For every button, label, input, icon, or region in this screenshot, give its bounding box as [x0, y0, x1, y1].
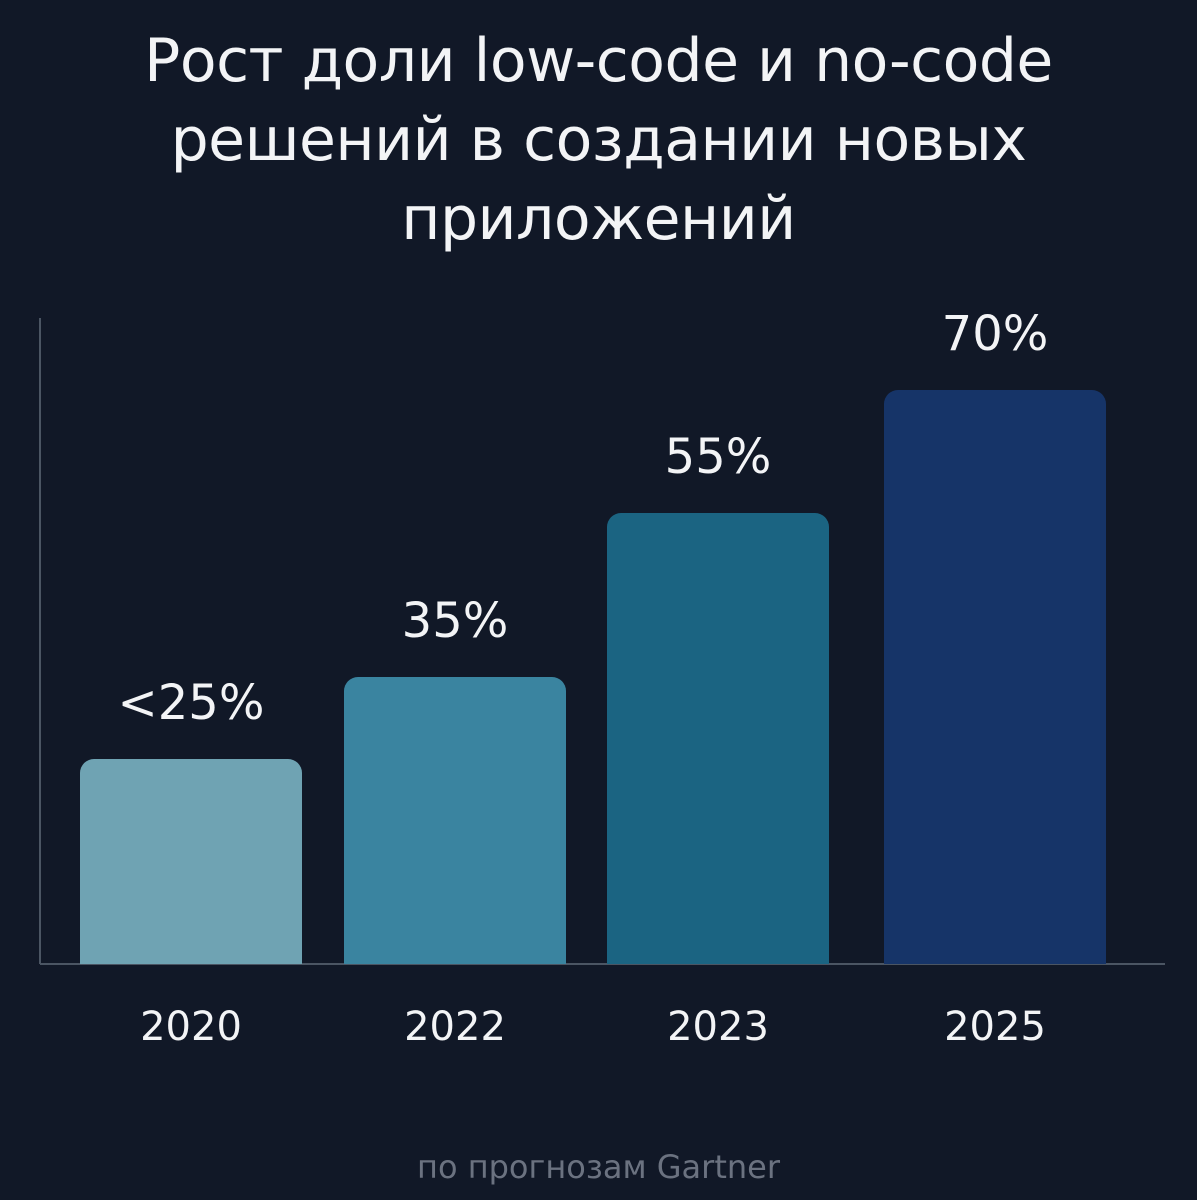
x-tick-label-2020: 2020 — [140, 1004, 242, 1050]
value-labels-group: <25% 35% 55% 70% — [118, 306, 1049, 731]
chart-title-line-1: Рост доли low-code и no-code — [144, 26, 1053, 96]
value-label-2020: <25% — [118, 675, 265, 731]
x-tick-labels-group: 2020 2022 2023 2025 — [140, 1004, 1046, 1050]
bar-2025 — [884, 390, 1106, 964]
bar-2023 — [607, 513, 829, 964]
bar-base-2022 — [344, 948, 566, 964]
bar-base-2025 — [884, 948, 1106, 964]
x-tick-label-2022: 2022 — [404, 1004, 506, 1050]
x-tick-label-2025: 2025 — [944, 1004, 1046, 1050]
value-label-2025: 70% — [942, 306, 1049, 362]
bar-2020 — [80, 759, 302, 964]
chart-title-line-3: приложений — [401, 184, 796, 254]
value-label-2022: 35% — [402, 593, 509, 649]
bars-group — [80, 390, 1106, 964]
source-caption: по прогнозам Gartner — [417, 1148, 780, 1186]
bar-base-2023 — [607, 948, 829, 964]
bar-base-2020 — [80, 948, 302, 964]
chart-title: Рост доли low-code и no-code решений в с… — [0, 22, 1197, 259]
bar-2022 — [344, 677, 566, 964]
chart-title-line-2: решений в создании новых — [170, 105, 1027, 175]
x-tick-label-2023: 2023 — [667, 1004, 769, 1050]
value-label-2023: 55% — [665, 429, 772, 485]
